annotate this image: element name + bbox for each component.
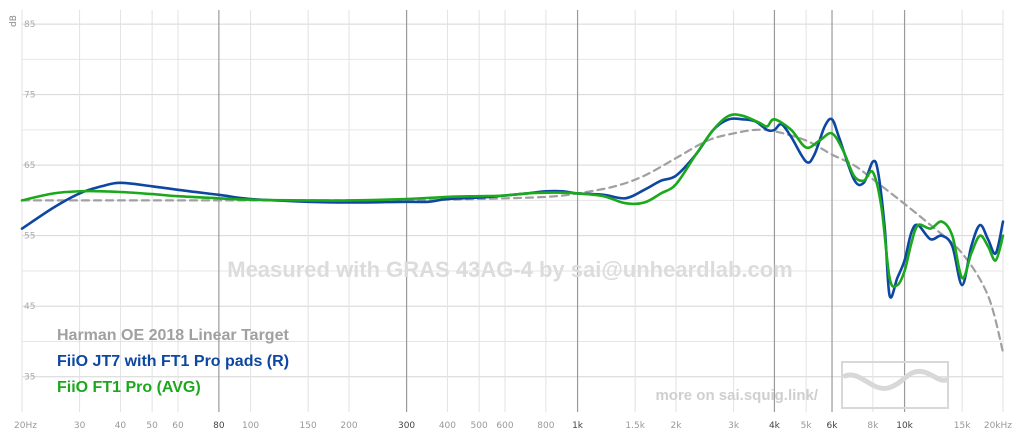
x-tick-label: 20Hz (14, 421, 37, 431)
grid (21, 10, 1004, 412)
y-tick-label: 75 (24, 91, 35, 101)
legend: Harman OE 2018 Linear Target FiiO JT7 wit… (57, 327, 289, 396)
x-tick-label: 5k (801, 421, 813, 431)
x-tick-label: 400 (439, 421, 456, 431)
x-tick-label: 6k (827, 421, 839, 431)
y-tick-label: 65 (24, 161, 35, 171)
y-tick-label: 45 (24, 302, 35, 312)
x-tick-label: 1k (572, 421, 584, 431)
legend-entry: FiiO FT1 Pro (AVG) (57, 379, 201, 396)
y-tick-label: 35 (24, 373, 35, 383)
x-tick-label: 600 (496, 421, 513, 431)
x-tick-label: 200 (340, 421, 357, 431)
x-tick-label: 8k (867, 421, 879, 431)
x-tick-label: 10k (896, 421, 913, 431)
x-tick-label: 150 (300, 421, 317, 431)
x-tick-label: 4k (769, 421, 781, 431)
x-tick-label: 3k (728, 421, 740, 431)
x-tick-label: 2k (671, 421, 683, 431)
y-axis-ticks: 35 45 55 65 75 85 (24, 20, 35, 383)
y-tick-label: 55 (24, 232, 35, 242)
x-tick-label: 100 (242, 421, 259, 431)
series-line-3 (20, 113, 1005, 289)
x-tick-label: 1.5k (625, 421, 645, 431)
credit-text: more on sai.squig.link/ (655, 387, 818, 404)
watermark-annotation: Measured with GRAS 43AG-4 by sai@unheard… (227, 257, 792, 282)
x-tick-label: 300 (398, 421, 415, 431)
series-line-1 (20, 128, 1005, 354)
x-axis-ticks: 20Hz 30 40 50 60 80 100 150 200 300 400 500 600 800 1k… (14, 421, 1012, 431)
series-line-2 (20, 117, 1005, 299)
squiglink-logo (841, 361, 949, 409)
x-tick-label: 800 (537, 421, 554, 431)
series-lines (20, 113, 1005, 354)
legend-entry: Harman OE 2018 Linear Target (57, 327, 289, 344)
legend-entry: FiiO JT7 with FT1 Pro pads (R) (57, 353, 289, 370)
x-tick-label: 80 (213, 421, 225, 431)
x-tick-label: 20kHz (984, 421, 1012, 431)
x-tick-label: 60 (172, 421, 184, 431)
x-tick-label: 50 (146, 421, 158, 431)
y-axis-label: dB (9, 15, 19, 27)
x-tick-label: 40 (115, 421, 127, 431)
x-tick-label: 500 (471, 421, 488, 431)
y-tick-label: 85 (24, 20, 35, 30)
x-tick-label: 30 (74, 421, 86, 431)
x-tick-label: 15k (954, 421, 971, 431)
